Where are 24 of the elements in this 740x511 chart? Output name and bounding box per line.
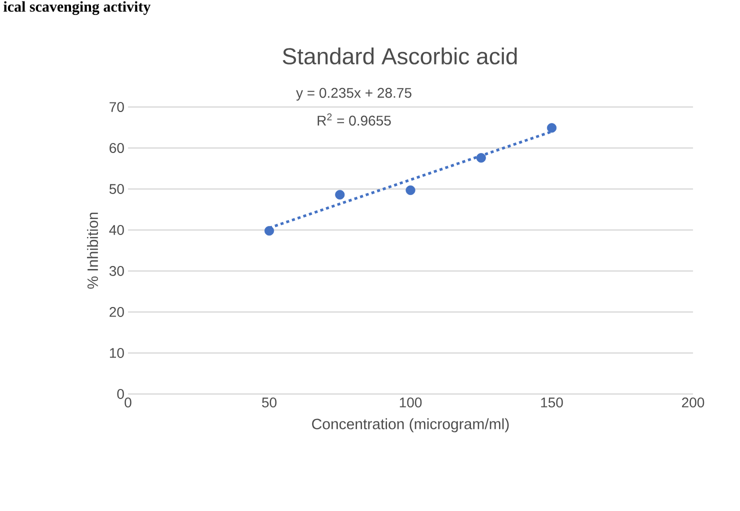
text: y = 0.235x + 28.75 — [296, 88, 412, 101]
x-tick-label: 0 — [124, 398, 132, 408]
y-tick-label: 70 — [110, 102, 124, 112]
point — [264, 226, 274, 236]
y-axis-title: % Inhibition — [87, 212, 98, 289]
x-axis-title: Concentration (microgram/ml) — [312, 418, 509, 432]
chart-title: Standard Ascorbic acid — [282, 48, 517, 64]
y-tick-label: 0 — [117, 389, 124, 399]
y-tick-label: 40 — [109, 225, 124, 235]
point — [406, 185, 416, 196]
y-tick-label: 10 — [110, 348, 124, 358]
annotation: R$^{2}$ = 0.9655 — [318, 113, 391, 126]
y-tick-label: 50 — [109, 184, 124, 194]
x-tick-label: 150 — [541, 398, 563, 408]
y-tick-label: 20 — [110, 307, 124, 317]
x-tick-label: 50 — [262, 398, 276, 408]
y-tick-label: 60 — [110, 143, 124, 153]
point — [335, 190, 345, 200]
point — [546, 123, 557, 133]
text: ical scavenging activity — [4, 1, 151, 15]
x-tick-label: 100 — [400, 398, 422, 408]
y-tick-label: 30 — [109, 266, 124, 276]
point — [476, 153, 486, 163]
x-tick-label: 200 — [682, 398, 704, 408]
